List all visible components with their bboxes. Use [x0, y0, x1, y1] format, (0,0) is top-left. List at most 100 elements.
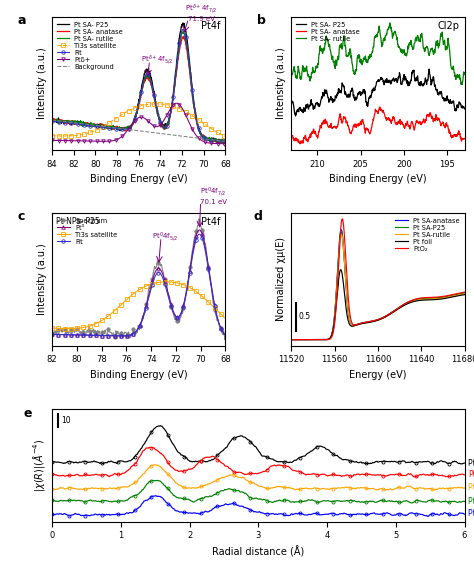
Text: Pt4f: Pt4f	[201, 217, 220, 227]
Text: Pt SA-P25: Pt SA-P25	[468, 497, 474, 506]
Pt foil	[462, 291, 467, 298]
Pt SA-anatase	[462, 290, 467, 297]
Pt SA-anatase	[394, 306, 400, 312]
PtO₂	[438, 293, 444, 300]
Line: Pt SA-rutile: Pt SA-rutile	[291, 235, 465, 340]
Pt SA-anatase	[389, 309, 395, 316]
Line: Pt SA- P25: Pt SA- P25	[291, 69, 465, 116]
Pt SA- anatase	[405, 119, 410, 125]
Pt SA-rutile	[420, 296, 426, 303]
PtO₂	[462, 289, 467, 295]
Pt SA- P25	[288, 100, 294, 107]
Pt SA- P25	[419, 81, 425, 88]
Pt SA-anatase	[399, 302, 405, 309]
Pt SA-P25	[338, 228, 344, 235]
Pt SA-anatase	[338, 226, 344, 233]
Pt SA- rutile	[288, 74, 294, 81]
PtO₂	[420, 294, 426, 301]
Pt SA-rutile	[299, 336, 305, 343]
Pt SA- anatase	[419, 119, 425, 125]
Text: Pt$^0$4f$_{5/2}$: Pt$^0$4f$_{5/2}$	[152, 230, 179, 243]
Pt SA- P25	[293, 113, 299, 120]
X-axis label: Binding Energy (eV): Binding Energy (eV)	[90, 174, 188, 184]
Pt SA-anatase	[420, 295, 426, 302]
Pt SA- anatase	[377, 104, 383, 111]
Text: Pt4f: Pt4f	[201, 21, 220, 31]
Pt SA- rutile	[367, 53, 373, 60]
Pt SA-P25	[438, 294, 444, 301]
Pt SA- P25	[391, 74, 396, 81]
Y-axis label: Intensity (a.u.): Intensity (a.u.)	[36, 48, 46, 119]
Pt SA-P25	[389, 309, 395, 316]
X-axis label: Radial distance (Å): Radial distance (Å)	[212, 546, 304, 557]
Y-axis label: Intensity (a.u.): Intensity (a.u.)	[36, 243, 46, 315]
Pt SA-rutile	[394, 306, 400, 313]
Legend: Pt SA- P25, Pt SA- anatase, Pt SA- rutile, Ti3s satellite, Fit, Ptδ+, Background: Pt SA- P25, Pt SA- anatase, Pt SA- rutil…	[55, 20, 124, 71]
Text: b: b	[256, 14, 265, 27]
Pt SA-P25	[394, 306, 400, 312]
Text: Pt$^{\delta+}$4f$_{7/2}$
71.9 eV: Pt$^{\delta+}$4f$_{7/2}$ 71.9 eV	[185, 2, 218, 22]
X-axis label: Energy (eV): Energy (eV)	[349, 370, 407, 380]
Y-axis label: $|\chi(R)|(\AA^{-4})$: $|\chi(R)|(\AA^{-4})$	[31, 438, 46, 492]
Pt SA- rutile	[462, 70, 467, 77]
Pt SA- anatase	[367, 130, 373, 137]
Pt SA-P25	[462, 290, 467, 297]
Pt SA- P25	[427, 66, 432, 73]
Pt SA- anatase	[319, 120, 325, 127]
Legend: Pt SA- P25, Pt SA- anatase, Pt SA- rutile: Pt SA- P25, Pt SA- anatase, Pt SA- rutil…	[294, 20, 361, 43]
Text: Pt NPs- P25: Pt NPs- P25	[55, 217, 100, 226]
Pt foil	[394, 307, 400, 314]
Pt SA- P25	[367, 92, 373, 99]
Pt SA- rutile	[459, 81, 465, 88]
Pt SA- rutile	[404, 50, 410, 57]
Text: c: c	[18, 210, 25, 223]
Pt SA- rutile	[319, 45, 325, 52]
PtO₂	[399, 302, 405, 309]
Text: Cl2p: Cl2p	[438, 21, 459, 31]
Pt SA- P25	[462, 105, 467, 112]
Pt SA-rutile	[288, 336, 294, 343]
Legend: Spectrum, Pt⁰, Ti3s satellite, Fit: Spectrum, Pt⁰, Ti3s satellite, Fit	[55, 216, 119, 246]
Text: 0.5: 0.5	[299, 312, 311, 321]
Pt SA-P25	[420, 295, 426, 302]
Line: Pt foil: Pt foil	[291, 270, 465, 340]
PtO₂	[299, 336, 305, 343]
Text: e: e	[23, 407, 32, 420]
Pt SA-P25	[299, 336, 305, 343]
Pt SA- anatase	[462, 136, 467, 142]
Text: Pt$^0$4f$_{7/2}$
70.1 eV: Pt$^0$4f$_{7/2}$ 70.1 eV	[200, 185, 227, 205]
Text: Pt SA-rutile: Pt SA-rutile	[468, 483, 474, 492]
Pt foil	[288, 336, 294, 343]
Pt SA-P25	[399, 302, 405, 309]
Y-axis label: Intensity (a.u.): Intensity (a.u.)	[276, 48, 286, 119]
Pt SA-P25	[288, 336, 294, 343]
Pt SA-rutile	[438, 295, 444, 302]
Line: Pt SA- rutile: Pt SA- rutile	[291, 23, 465, 84]
Text: Pt foil: Pt foil	[468, 459, 474, 468]
Pt SA-anatase	[438, 294, 444, 301]
Pt SA- P25	[333, 93, 339, 100]
Pt SA-anatase	[299, 336, 305, 343]
Pt SA-rutile	[399, 303, 405, 310]
Pt SA-rutile	[338, 231, 344, 238]
Pt SA- rutile	[387, 20, 393, 27]
PtO₂	[394, 306, 400, 312]
Line: PtO₂: PtO₂	[291, 219, 465, 340]
Pt SA- anatase	[391, 115, 397, 121]
Line: Pt SA-P25: Pt SA-P25	[291, 231, 465, 340]
Pt foil	[399, 303, 405, 310]
X-axis label: Binding Energy (eV): Binding Energy (eV)	[90, 370, 188, 380]
Pt foil	[299, 336, 305, 343]
Line: Pt SA-anatase: Pt SA-anatase	[291, 230, 465, 340]
Pt foil	[438, 295, 444, 302]
Pt SA- rutile	[333, 57, 338, 64]
Y-axis label: Normalized χμ(E): Normalized χμ(E)	[276, 237, 286, 321]
Pt SA-rutile	[462, 290, 467, 297]
Pt SA- rutile	[391, 31, 396, 38]
Text: PtO₂: PtO₂	[468, 470, 474, 479]
Pt foil	[338, 266, 344, 273]
Pt SA-rutile	[389, 310, 395, 316]
Text: Pt SA-anatase: Pt SA-anatase	[468, 509, 474, 518]
PtO₂	[339, 215, 345, 222]
Pt foil	[389, 310, 395, 316]
